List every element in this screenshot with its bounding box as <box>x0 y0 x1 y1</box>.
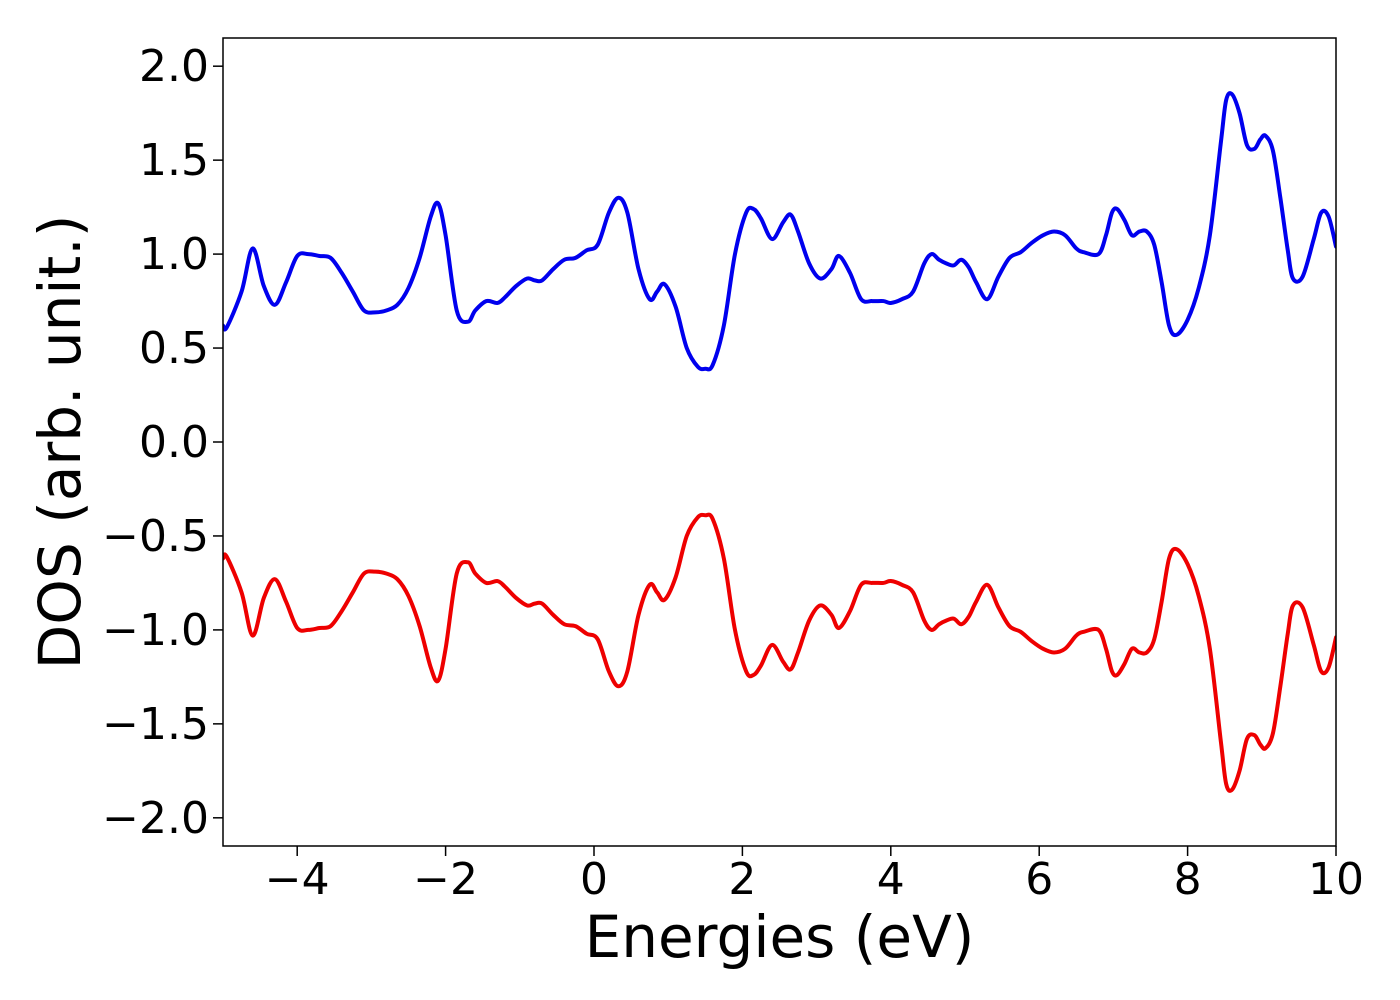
x-tick-label: 2 <box>728 854 756 905</box>
y-tick-label: 2.0 <box>139 41 209 92</box>
x-tick-label: 4 <box>877 854 905 905</box>
series-line-lower <box>223 512 1336 793</box>
x-tick-label: 8 <box>1174 854 1202 905</box>
y-tick-label: 0.5 <box>139 323 209 374</box>
x-tick-label: 10 <box>1308 854 1364 905</box>
y-tick-label: −1.0 <box>102 605 209 656</box>
plot-frame <box>222 37 1337 847</box>
y-tick-label: 1.5 <box>139 135 209 186</box>
y-tick-label: 1.0 <box>139 229 209 280</box>
y-tick-label: −0.5 <box>102 511 209 562</box>
y-tick-label: −1.5 <box>102 699 209 750</box>
plot-content <box>223 91 1336 793</box>
y-axis-title: DOS (arb. unit.) <box>26 215 94 670</box>
y-tick-label: −2.0 <box>102 793 209 844</box>
x-tick-label: −2 <box>413 854 478 905</box>
y-axis-ticks: 2.0 1.5 1.0 0.5 0.0 −0.5 −1.0 −1.5 −2.0 <box>102 41 223 844</box>
series-line-upper <box>223 91 1336 372</box>
x-axis-ticks: −4 −2 0 2 4 6 8 10 <box>265 846 1364 905</box>
x-tick-label: 0 <box>580 854 608 905</box>
x-axis-title: Energies (eV) <box>585 903 975 971</box>
x-tick-label: −4 <box>265 854 330 905</box>
x-tick-label: 6 <box>1025 854 1053 905</box>
y-tick-label: 0.0 <box>139 417 209 468</box>
